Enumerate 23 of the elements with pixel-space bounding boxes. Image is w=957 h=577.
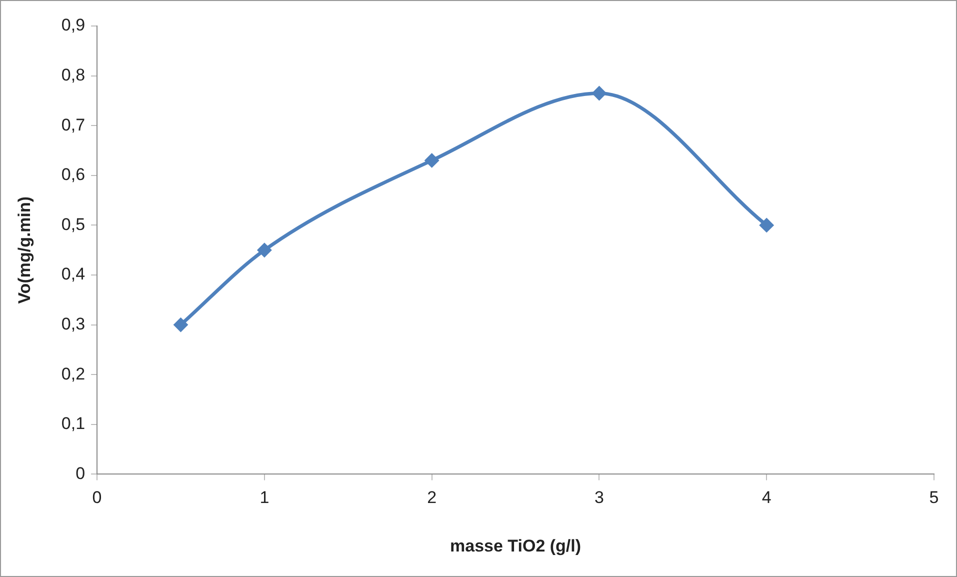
y-tick-label: 0,7 [61,115,86,134]
y-tick-label: 0,1 [61,414,86,434]
y-tick-label: 0,3 [61,314,86,334]
point [425,154,439,168]
x-tick-label: 0 [92,488,102,508]
point [760,218,774,232]
y-tick-label: 0,5 [61,214,86,234]
y-tick-label: 0 [76,464,86,483]
x-tick-label: 4 [762,488,772,508]
y-tick-label: 0,2 [61,364,86,384]
y-tick-label: 0,9 [61,16,86,35]
point [174,318,188,332]
x-tick-label: 1 [260,488,270,508]
x-tick-label: 5 [929,488,939,508]
point [592,86,606,100]
y-tick-label: 0,8 [61,65,86,84]
point [258,243,272,257]
y-axis-title: Vo(mg/g.min) [14,196,34,304]
x-tick-label: 3 [594,488,604,508]
x-axis-title: masse TiO2 (g/l) [450,536,582,556]
y-tick-label: 0,6 [61,165,86,184]
y-tick-label: 0,4 [61,264,86,284]
x-tick-label: 2 [427,488,437,508]
